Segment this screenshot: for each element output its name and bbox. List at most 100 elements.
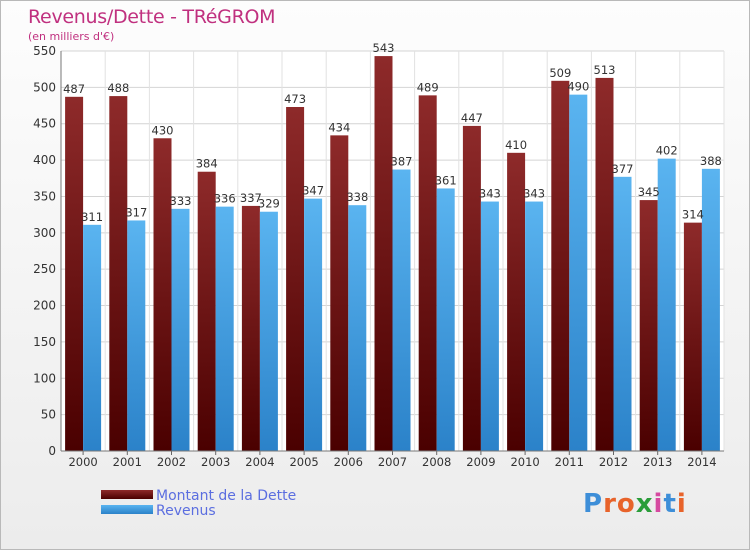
- data-label: 387: [391, 155, 413, 169]
- bar-debt: [109, 96, 128, 451]
- chart-subtitle: (en milliers d'€): [28, 30, 115, 43]
- data-label: 543: [373, 41, 395, 55]
- bar-revenus: [304, 198, 323, 451]
- bar-debt: [65, 96, 84, 452]
- data-label: 384: [196, 157, 218, 171]
- bar-debt: [330, 135, 349, 451]
- data-label: 509: [549, 66, 571, 80]
- y-tick-label: 200: [33, 299, 56, 313]
- data-label: 361: [435, 173, 457, 187]
- bar-revenus: [171, 208, 190, 451]
- axes: 0 50 100 150 200 250 300 350 400 450 500 550 2000 200…: [33, 44, 724, 469]
- logo-letter: P: [583, 489, 604, 519]
- x-tick-label: 2013: [643, 455, 672, 469]
- bar-revenus: [83, 224, 102, 451]
- bar-revenus: [215, 206, 234, 451]
- bar-debt: [197, 171, 216, 451]
- bar-debt: [374, 56, 393, 451]
- data-label: 333: [170, 194, 192, 208]
- data-label: 317: [125, 205, 147, 219]
- data-label: 347: [302, 184, 324, 198]
- x-tick-label: 2002: [157, 455, 186, 469]
- x-tick-label: 2014: [687, 455, 716, 469]
- bar-debt: [462, 125, 481, 451]
- bar-revenus: [525, 201, 544, 451]
- data-label: 490: [567, 80, 589, 94]
- y-tick-label: 350: [33, 189, 56, 203]
- data-label: 513: [594, 63, 616, 77]
- y-tick-label: 0: [48, 444, 56, 458]
- data-label: 402: [656, 144, 678, 158]
- logo-letter: x: [635, 489, 654, 519]
- data-label: 329: [258, 197, 280, 211]
- bar-revenus: [613, 176, 632, 451]
- logo-letter: t: [663, 489, 677, 519]
- chart-title: Revenus/Dette - TRéGROM: [28, 6, 276, 28]
- x-tick-label: 2008: [422, 455, 451, 469]
- data-label: 434: [328, 120, 350, 134]
- bar-debt: [507, 152, 526, 451]
- bars: [65, 56, 720, 452]
- logo-letter: r: [603, 489, 617, 519]
- x-tick-label: 2006: [334, 455, 363, 469]
- bar-debt: [639, 200, 658, 451]
- legend-swatch-debt: [101, 490, 153, 499]
- x-tick-label: 2011: [555, 455, 584, 469]
- y-tick-label: 50: [41, 408, 56, 422]
- data-label: 430: [152, 123, 174, 137]
- data-label: 473: [284, 92, 306, 106]
- data-label: 345: [638, 185, 660, 199]
- x-tick-label: 2004: [245, 455, 274, 469]
- data-label: 487: [63, 82, 85, 96]
- bar-revenus: [127, 220, 146, 451]
- y-tick-label: 400: [33, 153, 56, 167]
- bar-revenus: [436, 188, 455, 452]
- bar-debt: [153, 138, 172, 452]
- logo-letter: i: [653, 489, 664, 519]
- y-tick-label: 550: [33, 44, 56, 58]
- bar-revenus: [701, 168, 720, 451]
- data-label: 410: [505, 138, 527, 152]
- bar-debt: [286, 107, 305, 451]
- bar-revenus: [259, 211, 278, 451]
- logo-letter: o: [616, 489, 636, 519]
- x-tick-label: 2009: [466, 455, 495, 469]
- y-tick-label: 500: [33, 80, 56, 94]
- data-label: 337: [240, 191, 262, 205]
- data-label: 489: [417, 80, 439, 94]
- data-label: 343: [523, 187, 545, 201]
- data-label: 488: [107, 81, 129, 95]
- y-tick-label: 300: [33, 226, 56, 240]
- legend-swatch-revenus: [101, 505, 153, 514]
- data-label: 377: [612, 162, 634, 176]
- data-label: 343: [479, 187, 501, 201]
- y-tick-label: 100: [33, 371, 56, 385]
- bar-debt: [241, 205, 260, 451]
- x-tick-label: 2012: [599, 455, 628, 469]
- x-tick-label: 2005: [289, 455, 318, 469]
- proxiti-logo: Proxiti: [583, 489, 687, 519]
- x-tick-label: 2003: [201, 455, 230, 469]
- y-tick-label: 250: [33, 262, 56, 276]
- y-tick-label: 150: [33, 335, 56, 349]
- data-label: 336: [214, 192, 236, 206]
- x-tick-label: 2007: [378, 455, 407, 469]
- logo-letter: i: [676, 489, 687, 519]
- bar-revenus: [348, 205, 367, 451]
- x-tick-label: 2000: [68, 455, 97, 469]
- data-label: 388: [700, 154, 722, 168]
- data-label: 314: [682, 208, 704, 222]
- bar-debt: [551, 80, 570, 452]
- data-label: 338: [346, 190, 368, 204]
- x-tick-label: 2010: [510, 455, 539, 469]
- bar-revenus: [480, 201, 499, 451]
- data-label: 311: [81, 210, 103, 224]
- bar-debt: [418, 95, 437, 451]
- bar-debt: [683, 222, 702, 451]
- bar-revenus: [657, 158, 676, 452]
- legend-label-revenus: Revenus: [156, 503, 216, 519]
- bar-debt: [595, 77, 614, 451]
- bar-revenus: [392, 169, 411, 451]
